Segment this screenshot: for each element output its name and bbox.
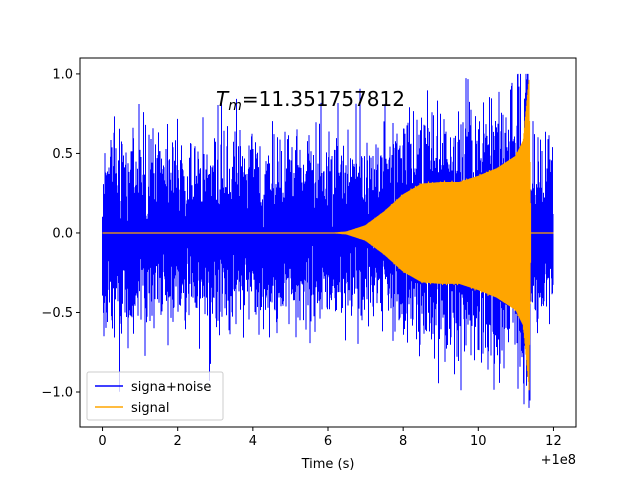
- legend: signa+noise signal: [86, 371, 224, 421]
- legend-label-signal-noise: signa+noise: [131, 380, 211, 395]
- annotation-subscript: m: [228, 98, 242, 114]
- annotation-value: =11.351757812: [242, 87, 405, 111]
- x-tick-label: 0: [98, 434, 106, 449]
- x-offset-label: +1e8: [541, 453, 576, 468]
- annotation-symbol: T: [216, 87, 230, 111]
- x-tick-label: 12: [545, 434, 562, 449]
- x-tick-label: 4: [249, 434, 257, 449]
- y-tick-label: 1.0: [52, 67, 73, 82]
- plot-area: [102, 73, 554, 408]
- svg-text:Tm=11.351757812: Tm=11.351757812: [216, 87, 405, 114]
- x-tick-label: 10: [470, 434, 487, 449]
- legend-label-signal: signal: [131, 401, 169, 416]
- y-tick-label: −0.5: [41, 306, 73, 321]
- y-tick-label: 0.0: [52, 226, 73, 241]
- x-axis: 0 2 4 6 8 10 12: [98, 427, 562, 449]
- y-tick-label: 0.5: [52, 147, 73, 162]
- x-tick-label: 6: [324, 434, 332, 449]
- series-signal: [102, 79, 554, 391]
- x-axis-label: Time (s): [301, 457, 355, 472]
- legend-box: [86, 371, 224, 421]
- annotation: Tm=11.351757812: [216, 87, 405, 114]
- x-tick-label: 2: [174, 434, 182, 449]
- y-tick-label: −1.0: [41, 386, 73, 401]
- y-axis: −1.0 −0.5 0.0 0.5 1.0: [41, 67, 80, 401]
- x-tick-label: 8: [399, 434, 407, 449]
